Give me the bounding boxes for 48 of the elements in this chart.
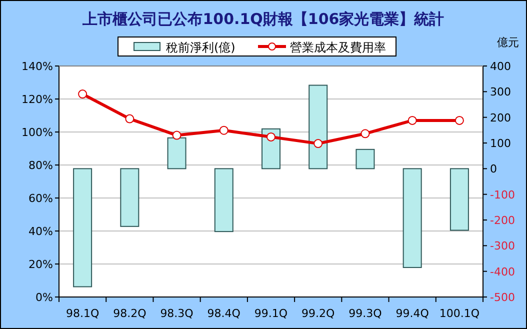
y2-tick-label: -400 xyxy=(490,265,515,278)
point xyxy=(125,114,134,124)
point xyxy=(78,90,88,99)
bar xyxy=(214,168,234,232)
bar xyxy=(450,168,469,231)
x-tick-label: 99.3Q xyxy=(348,307,382,320)
point xyxy=(408,116,417,125)
y2-tick-label: 200 xyxy=(490,111,511,124)
y2-tick-label: -200 xyxy=(490,214,515,227)
point xyxy=(360,129,370,138)
bar xyxy=(402,168,422,268)
y2-axis-title: 億元 xyxy=(497,36,519,49)
legend-label: 稅前淨利(億) xyxy=(166,40,236,54)
x-tick-label: 99.4Q xyxy=(396,307,430,320)
x-tick-label: 98.2Q xyxy=(113,307,147,320)
point xyxy=(172,130,182,140)
bar xyxy=(120,168,140,227)
y-tick-label: 80% xyxy=(28,159,53,172)
point xyxy=(454,116,464,125)
y2-tick-label: 0 xyxy=(490,162,497,176)
y-tick-label: 60% xyxy=(28,192,53,205)
y-tick-label: 0% xyxy=(36,291,53,304)
y2-tick-label: -300 xyxy=(490,240,515,253)
bar xyxy=(356,148,375,170)
bar xyxy=(73,168,92,288)
x-tick-label: 98.3Q xyxy=(160,307,194,320)
y2-tick-label: -500 xyxy=(490,291,515,304)
y2-tick-label: -100 xyxy=(490,188,515,202)
legend-label: 營業成本及費用率 xyxy=(290,40,386,54)
y-tick-label: 140% xyxy=(22,60,53,73)
y2-tick-label: 400 xyxy=(490,60,511,73)
point xyxy=(219,126,228,135)
y-tick-label: 120% xyxy=(22,93,53,106)
y2-tick-label: 100 xyxy=(490,137,511,150)
x-tick-label: 100.1Q xyxy=(439,307,480,320)
x-tick-label: 99.1Q xyxy=(254,307,288,320)
y-tick-label: 40% xyxy=(28,225,53,238)
bar xyxy=(167,137,186,170)
x-tick-label: 98.1Q xyxy=(66,307,100,320)
y-tick-label: 20% xyxy=(28,258,53,271)
chart-title: 上市櫃公司已公布100.1Q財報【106家光電業】統計 xyxy=(82,10,444,28)
point xyxy=(314,139,323,148)
bar xyxy=(308,84,328,170)
x-tick-label: 99.2Q xyxy=(302,307,336,320)
x-tick-label: 98.4Q xyxy=(207,307,241,320)
y-tick-label: 100% xyxy=(22,126,53,139)
point xyxy=(266,132,276,142)
y2-tick-label: 300 xyxy=(490,86,511,99)
